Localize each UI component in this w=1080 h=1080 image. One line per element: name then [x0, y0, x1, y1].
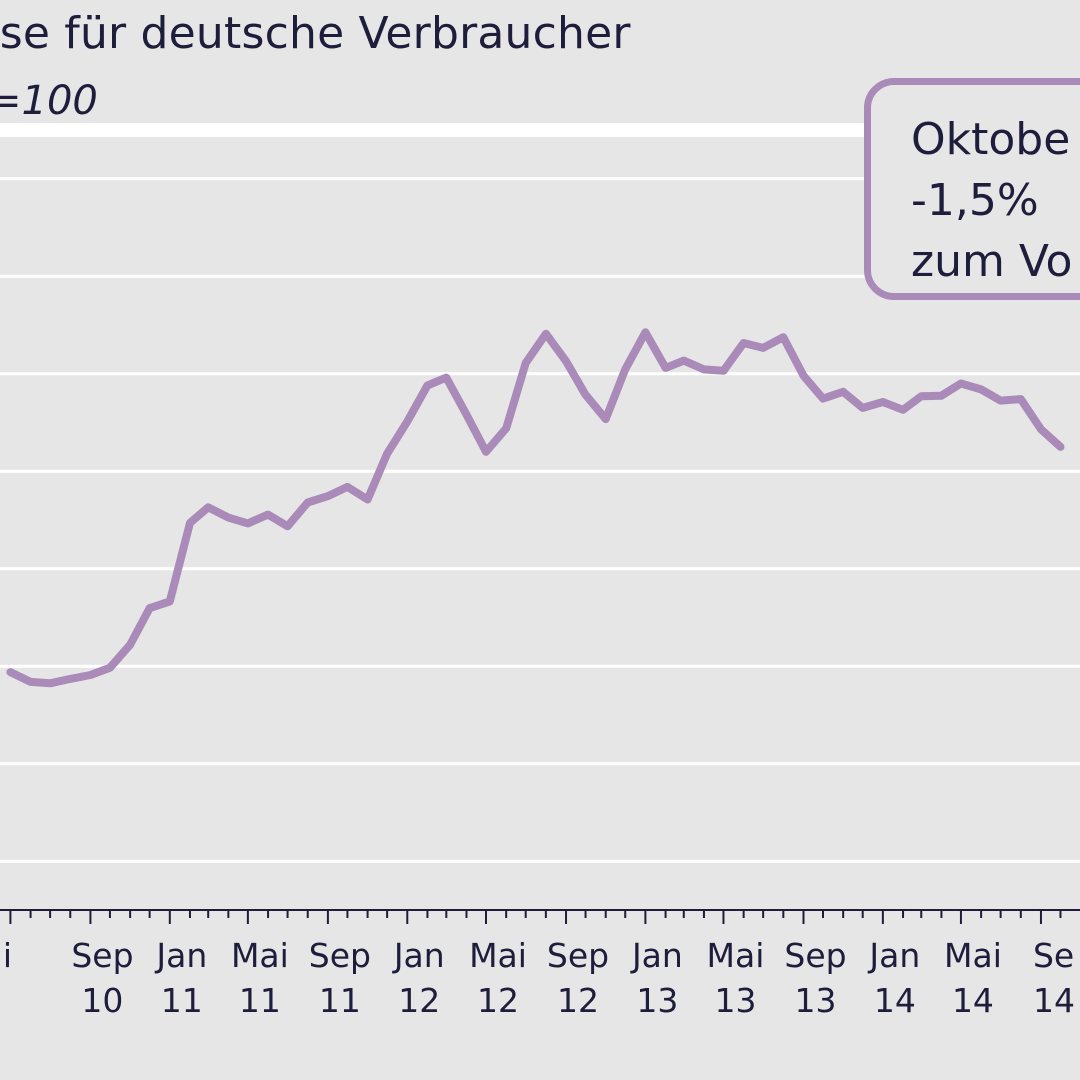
chart-subtitle: =100 — [0, 78, 98, 124]
x-tick-label-year: 12 — [557, 981, 599, 1020]
x-tick-label-month: ai — [0, 936, 12, 975]
callout-line-1: Oktobe — [911, 114, 1071, 165]
x-tick-label-year: 14 — [1033, 981, 1075, 1020]
annotation-callout: Oktobe -1,5% zum Vo — [864, 78, 1080, 300]
x-tick-label-month: Sep — [547, 936, 609, 975]
x-tick-label-year: 13 — [714, 981, 756, 1020]
x-tick-label-month: Mai — [469, 936, 527, 975]
x-tick-label-month: Jan — [154, 936, 207, 975]
x-tick-label-year: 11 — [161, 981, 203, 1020]
chart-title: eise für deutsche Verbraucher — [0, 8, 631, 59]
x-tick-label-year: 12 — [477, 981, 519, 1020]
x-tick-label-year: 13 — [794, 981, 836, 1020]
x-tick-label-month: Sep — [71, 936, 133, 975]
x-tick-label-month: Mai — [231, 936, 289, 975]
x-tick-label-year: 14 — [952, 981, 994, 1020]
callout-line-2: -1,5% — [911, 175, 1039, 226]
series-line — [6, 328, 1065, 688]
x-tick-label-year: 11 — [319, 981, 361, 1020]
x-tick-label-year: 10 — [81, 981, 123, 1020]
x-tick-label-month: Jan — [867, 936, 920, 975]
x-axis: ai Sep 10 Jan 11 Mai 11 Sep 11 Jan 12 Mai 12 Sep 12 Jan… — [0, 909, 1080, 1020]
x-tick-label-month: Mai — [707, 936, 765, 975]
x-tick-label-year: 13 — [636, 981, 678, 1020]
series-group — [6, 328, 1065, 688]
x-tick-label-month: Se — [1033, 936, 1074, 975]
x-tick-label-month: Sep — [309, 936, 371, 975]
x-tick-label-year: 14 — [874, 981, 916, 1020]
x-tick-label-year: 11 — [239, 981, 281, 1020]
plot-top-band — [0, 123, 1080, 137]
x-tick-label-year: 12 — [398, 981, 440, 1020]
x-tick-label-month: Jan — [392, 936, 445, 975]
x-tick-label-month: Sep — [784, 936, 846, 975]
x-tick-label-month: Jan — [630, 936, 683, 975]
callout-line-3: zum Vo — [911, 236, 1073, 287]
x-tick-label-month: Mai — [944, 936, 1002, 975]
